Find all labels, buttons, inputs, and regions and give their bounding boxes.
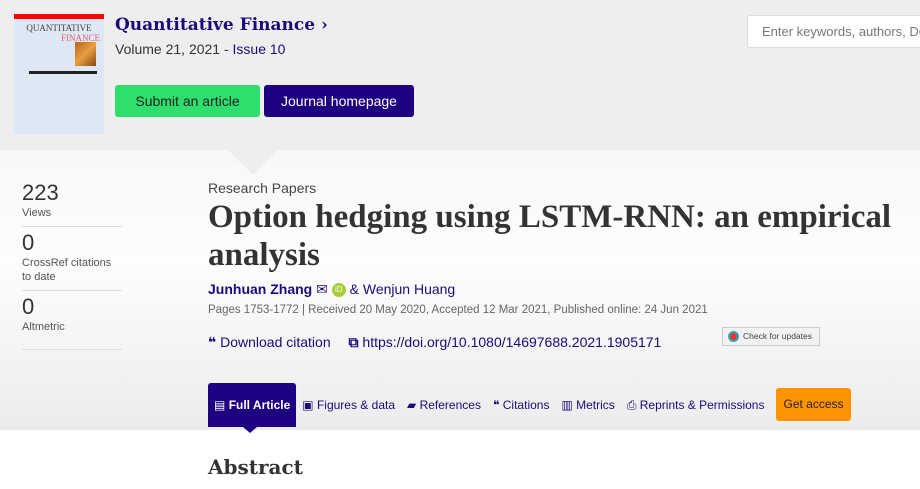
image-icon: ▣ [302,398,314,412]
doi-link[interactable]: ⧉ https://doi.org/10.1080/14697688.2021.… [348,334,662,350]
crossmark-icon [728,331,739,342]
issue-link[interactable]: Issue 10 [232,41,286,57]
metric-altmetric[interactable]: 0 Altmetric [22,294,122,350]
tab-pointer [243,427,257,433]
tab-references[interactable]: ▰ References [407,398,481,412]
author-link[interactable]: Junhuan Zhang [208,281,313,297]
article-tabs: ▤ Full Article ▣ Figures & data ▰ Refere… [208,383,851,427]
journal-cover[interactable]: QUANTITATIVE FINANCE [14,14,104,134]
tab-full-article[interactable]: ▤ Full Article [208,383,297,427]
bar-chart-icon: ▥ [561,398,573,412]
get-access-button[interactable]: Get access [776,388,851,421]
article-header [0,150,920,430]
article-title: Option hedging using LSTM-RNN: an empiri… [208,199,892,273]
quote-icon: ❝ [492,398,500,412]
book-icon: ▰ [407,398,417,412]
quote-icon: ❝ [208,334,217,350]
document-icon: ▤ [214,398,226,412]
authors: Junhuan Zhang ✉ iD & Wenjun Huang [208,281,456,298]
search-input[interactable]: Enter keywords, authors, DOI [747,15,920,48]
journal-homepage-button[interactable]: Journal homepage [264,85,414,117]
orcid-icon[interactable]: iD [331,283,346,298]
tab-citations[interactable]: ❝ Citations [492,398,550,412]
metric-views: 223 Views [22,180,122,227]
volume-info: Volume 21, 2021 - Issue 10 [115,41,286,57]
tab-reprints[interactable]: ⎙ Reprints & Permissions [626,398,765,412]
check-for-updates-button[interactable]: Check for updates [722,327,820,346]
submit-article-button[interactable]: Submit an article [115,85,260,117]
article-category: Research Papers [208,180,317,196]
email-icon[interactable]: ✉ [316,281,328,297]
external-link-icon: ⧉ [348,334,359,350]
print-icon: ⎙ [626,398,637,412]
metric-crossref: 0 CrossRef citations to date [22,230,122,291]
tab-metrics[interactable]: ▥ Metrics [561,398,615,412]
pointer-arrow [228,150,278,175]
abstract-heading: Abstract [208,455,303,479]
download-citation-link[interactable]: ❝ Download citation [208,334,331,350]
publication-info: Pages 1753-1772 | Received 20 May 2020, … [208,304,708,316]
author-link[interactable]: Wenjun Huang [362,281,456,297]
tab-figures[interactable]: ▣ Figures & data [302,398,395,412]
journal-title-link[interactable]: Quantitative Finance › [115,15,328,35]
